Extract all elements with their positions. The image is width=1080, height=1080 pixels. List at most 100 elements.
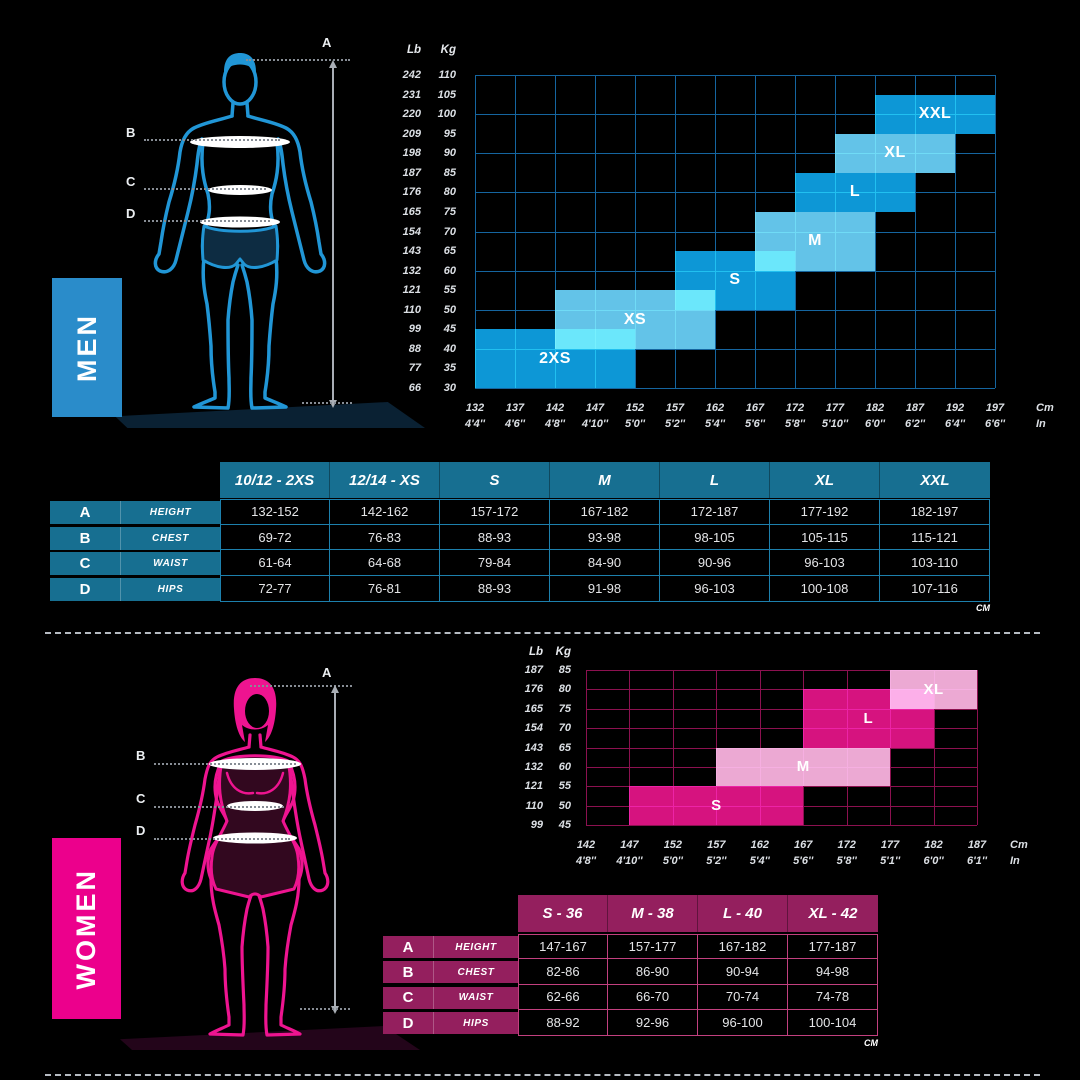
- x-tick-in: 6'0'': [923, 855, 944, 867]
- y-tick-kg: 55: [443, 284, 456, 297]
- grid-line-vertical: [595, 75, 596, 388]
- grid-line-horizontal: [586, 825, 977, 826]
- women-height-arrow: [330, 685, 339, 1014]
- y-tick-lb: 165: [402, 205, 421, 218]
- size-zone-label: S: [711, 797, 722, 815]
- y-tick-lb: 154: [524, 722, 543, 735]
- grid-line-horizontal: [586, 709, 977, 710]
- women-marker-b: B: [136, 748, 146, 763]
- men-marker-a-line: [246, 59, 350, 61]
- table-unit-note: CM: [864, 1038, 878, 1048]
- y-tick-lb: 165: [524, 702, 543, 715]
- x-tick-in: 5'0'': [624, 418, 646, 430]
- grid-line-horizontal: [586, 689, 977, 690]
- table-header-s: S: [440, 462, 550, 498]
- x-tick-in: 4'4'': [464, 418, 486, 430]
- table-measure-label-cell: HIPS: [433, 1012, 518, 1035]
- table-value-cell: 88-92: [518, 1010, 608, 1036]
- y-tick-lb: 154: [402, 225, 421, 238]
- y-tick-kg: 85: [558, 664, 571, 676]
- x-tick-cm: 157: [707, 839, 726, 851]
- y-tick-kg: 50: [443, 303, 456, 316]
- y-tick-lb: 220: [402, 108, 421, 121]
- table-value-cell: 74-78: [788, 984, 878, 1011]
- y-tick-kg: 110: [438, 69, 456, 81]
- table-value-cell: 76-81: [330, 576, 440, 602]
- x-tick-in: 6'2'': [904, 418, 926, 430]
- table-value-cell: 96-103: [660, 576, 770, 602]
- y-tick-lb: 176: [402, 186, 421, 199]
- table-value-cell: 61-64: [220, 550, 330, 577]
- y-tick-lb: 143: [402, 245, 421, 258]
- table-header-xxl: XXL: [880, 462, 990, 498]
- women-marker-a-line: [250, 685, 352, 687]
- table-value-cell: 76-83: [330, 524, 440, 551]
- table-measure-label-cell: HEIGHT: [120, 501, 220, 524]
- x-tick-cm: 197: [985, 402, 1005, 414]
- grid-line-horizontal: [475, 232, 995, 233]
- table-value-cell: 79-84: [440, 550, 550, 577]
- table-value-cell: 100-104: [788, 1010, 878, 1036]
- x-tick-in: 5'0'': [662, 855, 683, 867]
- size-zone-label: XL: [923, 680, 944, 698]
- y-tick-lb: 88: [408, 342, 421, 355]
- table-header-xl: XL: [770, 462, 880, 498]
- table-value-cell: 157-172: [440, 499, 550, 525]
- men-shorts: [200, 224, 280, 269]
- grid-line-vertical: [955, 75, 956, 388]
- table-value-cell: 132-152: [220, 499, 330, 525]
- y-tick-kg: 75: [558, 702, 571, 715]
- x-axis-unit-in: In: [1010, 855, 1020, 867]
- table-letter-cell: C: [383, 986, 433, 1009]
- grid-line-vertical: [715, 75, 716, 388]
- x-axis-unit-cm: Cm: [1036, 402, 1054, 414]
- table-value-cell: 103-110: [880, 550, 990, 577]
- x-tick-cm: 177: [880, 839, 900, 851]
- table-value-cell: 172-187: [660, 499, 770, 525]
- x-tick-in: 5'2'': [706, 855, 727, 867]
- women-face: [245, 694, 269, 728]
- kg-axis-unit: Kg: [440, 44, 456, 56]
- x-tick-in: 6'1'': [966, 855, 988, 867]
- table-value-cell: 88-93: [440, 524, 550, 551]
- men-marker-a: A: [322, 35, 332, 50]
- women-figure: [180, 678, 330, 1037]
- table-value-cell: 177-187: [788, 934, 878, 960]
- x-tick-cm: 192: [945, 402, 965, 414]
- grid-line-vertical: [515, 75, 516, 388]
- x-tick-cm: 152: [625, 402, 645, 414]
- size-zone-label: L: [849, 183, 861, 201]
- x-tick-cm: 182: [924, 839, 943, 851]
- x-tick-in: 5'8'': [836, 855, 857, 867]
- men-banner-label: MEN: [71, 313, 102, 382]
- x-tick-cm: 142: [576, 839, 596, 851]
- y-tick-kg: 70: [558, 722, 571, 735]
- size-zone-label: XS: [623, 310, 647, 328]
- y-tick-kg: 65: [558, 741, 571, 754]
- y-tick-lb: 99: [530, 819, 543, 831]
- table-header-m: M: [550, 462, 660, 498]
- table-value-cell: 157-177: [608, 934, 698, 960]
- x-tick-in: 6'6'': [984, 418, 1006, 430]
- grid-line-horizontal: [475, 153, 995, 154]
- table-value-cell: 91-98: [550, 576, 660, 602]
- y-tick-kg: 105: [437, 88, 456, 101]
- x-tick-cm: 157: [665, 402, 685, 414]
- y-tick-kg: 55: [558, 780, 571, 793]
- grid-line-horizontal: [475, 349, 995, 350]
- women-marker-d-line: [154, 838, 290, 840]
- women-marker-a: A: [322, 665, 332, 680]
- y-tick-kg: 95: [443, 127, 456, 140]
- x-tick-cm: 147: [620, 839, 639, 851]
- size-zone-m: M: [755, 211, 875, 271]
- x-tick-in: 6'0'': [864, 418, 886, 430]
- x-tick-in: 5'10'': [821, 418, 849, 430]
- grid-line-horizontal: [586, 728, 977, 729]
- y-tick-kg: 50: [558, 799, 571, 812]
- table-value-cell: 167-182: [550, 499, 660, 525]
- table-value-cell: 64-68: [330, 550, 440, 577]
- y-tick-kg: 45: [443, 323, 456, 336]
- grid-line-vertical: [995, 75, 996, 388]
- women-marker-c-line: [154, 806, 284, 808]
